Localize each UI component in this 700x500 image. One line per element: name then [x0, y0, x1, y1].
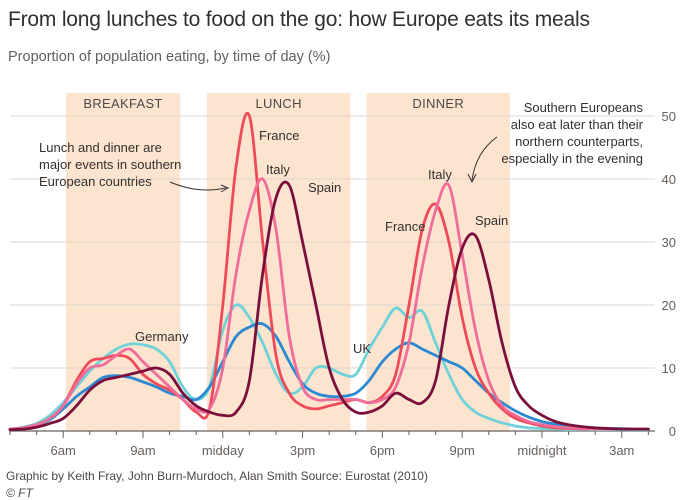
annotations: Lunch and dinner are major events in sout…	[39, 100, 644, 193]
annotation-line: Southern Europeans	[524, 100, 644, 115]
x-tick-label: 6am	[51, 443, 76, 458]
y-tick-label: 30	[662, 235, 676, 250]
annotation-arrow-right	[471, 136, 498, 181]
series-line-spain	[8, 180, 650, 432]
annotation-line: northern counterparts,	[515, 134, 643, 149]
series-line-italy	[8, 177, 650, 431]
series-label-france: France	[259, 128, 299, 143]
period-label-breakfast: BREAKFAST	[83, 96, 162, 111]
x-tick-label: 9pm	[450, 443, 475, 458]
ft-credit: © FT	[6, 486, 33, 500]
y-tick-label: 40	[662, 172, 676, 187]
y-axis: 0 10 20 30 40 50	[662, 109, 676, 439]
x-axis: 6am 9am midday 3pm 6pm 9pm midnight 3am	[9, 431, 649, 458]
series-label-spain: Spain	[308, 180, 341, 195]
series-label-france: France	[385, 219, 425, 234]
x-tick-label: midday	[202, 443, 244, 458]
chart-subtitle: Proportion of population eating, by time…	[8, 49, 331, 65]
annotation-line: major events in southern	[39, 157, 181, 172]
series-label-spain: Spain	[475, 213, 508, 228]
y-tick-label: 0	[669, 424, 676, 439]
annotation-arrowhead-right	[467, 173, 477, 184]
annotation-line: especially in the evening	[501, 151, 643, 166]
series-label-germany: Germany	[135, 329, 189, 344]
annotation-line: European countries	[39, 174, 152, 189]
y-tick-label: 20	[662, 298, 676, 313]
series-label-uk: UK	[353, 341, 371, 356]
chart-title: From long lunches to food on the go: how…	[8, 8, 590, 31]
annotation-line: also eat later than their	[511, 117, 644, 132]
series-label-italy: Italy	[266, 162, 290, 177]
period-label-dinner: DINNER	[412, 96, 464, 111]
x-tick-label: midnight	[517, 443, 567, 458]
x-tick-label: 3am	[609, 443, 634, 458]
series-line-uk	[8, 322, 650, 431]
x-tick-label: 3pm	[290, 443, 315, 458]
series-lines	[8, 111, 650, 432]
series-label-italy: Italy	[428, 167, 452, 182]
period-band-lunch	[206, 93, 351, 431]
y-tick-label: 10	[662, 361, 676, 376]
series-labels: Germany UK France Italy Spain France Italy Spai…	[135, 128, 508, 356]
source-note: Graphic by Keith Fray, John Burn-Murdoch…	[6, 469, 428, 483]
period-label-lunch: LUNCH	[255, 96, 301, 111]
y-tick-label: 50	[662, 109, 676, 124]
annotation-arrowhead-left	[220, 184, 230, 193]
annotation-arrow-left	[169, 181, 227, 191]
x-tick-label: 9am	[130, 443, 155, 458]
x-tick-label: 6pm	[370, 443, 395, 458]
annotation-line: Lunch and dinner are	[39, 140, 162, 155]
gridlines	[10, 115, 655, 432]
